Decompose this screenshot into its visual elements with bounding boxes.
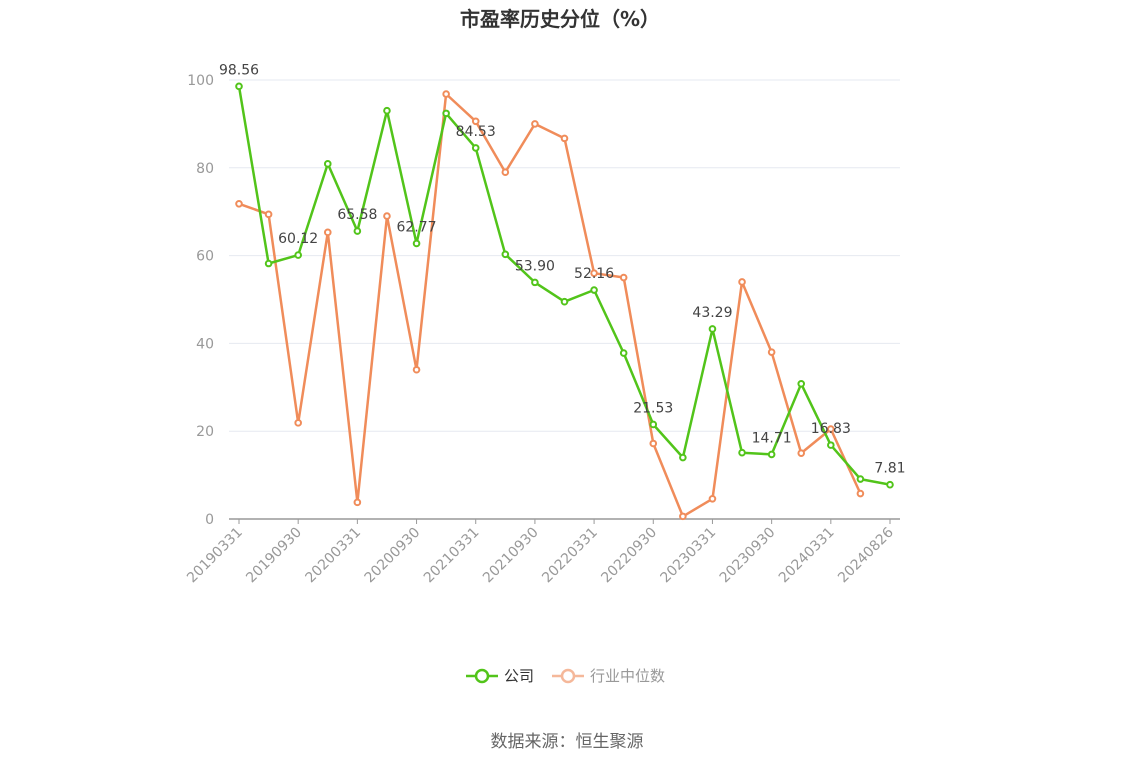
data-point[interactable] xyxy=(235,199,243,208)
y-tick-label: 80 xyxy=(196,161,214,177)
x-tick-label: 20230331 xyxy=(658,525,720,587)
data-labels: 98.56 60.12 65.58 62.77 84.53 53.90 52.16 21.53… xyxy=(219,62,906,476)
legend-marker xyxy=(474,668,490,684)
y-tick-label: 60 xyxy=(196,249,214,265)
data-label: 62.77 xyxy=(396,219,436,235)
data-label: 98.56 xyxy=(219,62,259,78)
data-label: 53.90 xyxy=(515,258,555,274)
y-tick-label: 100 xyxy=(187,73,214,89)
data-point[interactable] xyxy=(353,498,362,507)
data-point[interactable] xyxy=(531,278,539,287)
series-line xyxy=(238,92,862,518)
data-point[interactable] xyxy=(619,273,628,282)
data-point[interactable] xyxy=(619,349,628,357)
data-point[interactable] xyxy=(412,239,421,248)
data-point[interactable] xyxy=(649,420,658,429)
data-point[interactable] xyxy=(501,250,510,259)
data-label: 16.83 xyxy=(811,421,851,437)
data-label: 43.29 xyxy=(692,305,732,321)
data-point[interactable] xyxy=(531,120,539,128)
y-tick-label: 40 xyxy=(196,336,214,352)
data-point[interactable] xyxy=(264,259,273,268)
legend[interactable]: 公司 行业中位数 xyxy=(466,667,665,685)
data-point[interactable] xyxy=(590,286,598,294)
data-point[interactable] xyxy=(412,365,421,374)
data-point[interactable] xyxy=(797,449,806,457)
x-tick-label: 20210331 xyxy=(421,525,483,587)
data-point[interactable] xyxy=(294,419,302,427)
data-point[interactable] xyxy=(235,82,243,91)
data-point[interactable] xyxy=(383,212,391,220)
y-tick-label: 20 xyxy=(196,424,214,440)
data-point[interactable] xyxy=(590,269,598,277)
data-point[interactable] xyxy=(738,448,746,457)
x-tick-label: 20240331 xyxy=(776,525,838,587)
data-point[interactable] xyxy=(353,227,362,235)
x-axis: 2019033120190930202003312020093020210331… xyxy=(184,518,900,587)
x-tick-label: 20190930 xyxy=(243,525,305,587)
data-point[interactable] xyxy=(886,480,894,489)
chart-title: 市盈率历史分位（%） xyxy=(460,7,660,31)
data-label: 7.81 xyxy=(874,461,905,477)
data-point[interactable] xyxy=(264,210,273,219)
series-lines xyxy=(235,82,894,521)
data-point[interactable] xyxy=(738,278,746,286)
data-label: 60.12 xyxy=(278,231,318,247)
data-source: 数据来源：恒生聚源 xyxy=(491,732,644,752)
data-point[interactable] xyxy=(383,106,391,115)
data-point[interactable] xyxy=(827,425,835,433)
data-point[interactable] xyxy=(679,512,687,521)
data-point[interactable] xyxy=(679,453,687,462)
data-label: 21.53 xyxy=(633,400,673,416)
data-point[interactable] xyxy=(471,117,480,126)
data-point[interactable] xyxy=(708,495,717,503)
legend-marker xyxy=(560,668,576,684)
data-point[interactable] xyxy=(649,439,658,448)
x-tick-label: 20220331 xyxy=(539,525,601,587)
legend-label: 行业中位数 xyxy=(590,667,665,685)
x-tick-label: 20230930 xyxy=(717,525,779,587)
legend-item-industry-median[interactable]: 行业中位数 xyxy=(552,667,665,685)
data-point[interactable] xyxy=(767,450,776,459)
data-point[interactable] xyxy=(471,144,480,152)
legend-item-company[interactable]: 公司 xyxy=(466,667,534,685)
x-tick-label: 20240826 xyxy=(835,524,897,586)
data-point[interactable] xyxy=(827,441,835,449)
data-point[interactable] xyxy=(856,489,865,498)
data-point[interactable] xyxy=(560,134,569,143)
y-tick-label: 0 xyxy=(205,512,214,528)
x-tick-label: 20200331 xyxy=(302,525,364,587)
x-tick-label: 20200930 xyxy=(362,525,424,587)
data-label: 65.58 xyxy=(337,207,377,223)
data-point[interactable] xyxy=(856,475,865,483)
data-point[interactable] xyxy=(767,348,776,356)
series-1 xyxy=(235,90,865,521)
data-point[interactable] xyxy=(323,228,332,237)
data-label: 52.16 xyxy=(574,266,614,282)
data-point[interactable] xyxy=(501,168,510,176)
series-0 xyxy=(235,82,894,489)
data-point[interactable] xyxy=(442,109,450,118)
x-tick-label: 20190331 xyxy=(184,525,246,587)
data-point[interactable] xyxy=(797,379,806,388)
x-tick-label: 20210930 xyxy=(480,525,542,587)
data-point[interactable] xyxy=(560,297,569,306)
y-axis: 0 20 40 60 80 100 xyxy=(187,73,214,528)
data-label: 84.53 xyxy=(456,124,496,140)
data-point[interactable] xyxy=(442,90,450,98)
data-point[interactable] xyxy=(708,325,717,333)
data-label: 14.71 xyxy=(752,430,792,446)
data-point[interactable] xyxy=(294,251,302,259)
x-tick-label: 20220930 xyxy=(598,525,660,587)
legend-label: 公司 xyxy=(504,667,534,685)
data-point[interactable] xyxy=(323,160,332,168)
